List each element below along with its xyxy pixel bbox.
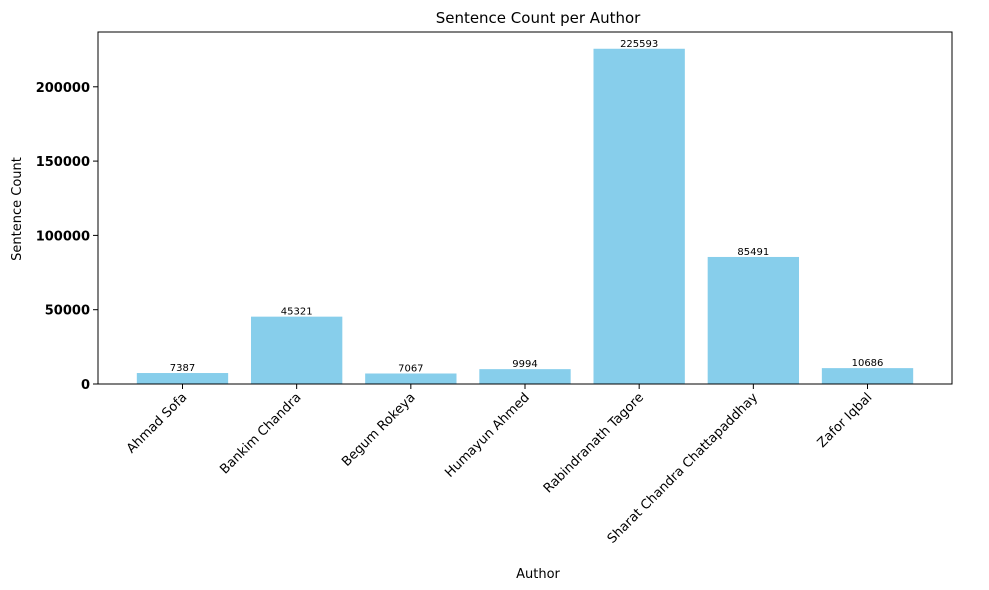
data-label-7: 10686	[852, 358, 884, 369]
bars-group	[136, 48, 914, 385]
y-tick-label-1: 0	[81, 378, 90, 393]
x-tick-label-1: Ahmad Sofa	[124, 390, 190, 456]
x-axis-label: Author	[516, 567, 560, 582]
data-labels-group: 7387 45321 7067 9994 225593 85491 10686	[170, 39, 884, 375]
data-label-3: 7067	[398, 363, 423, 374]
x-tick-label-5: Rabindranath Tagore	[541, 390, 647, 496]
y-tick-label-4: 150000	[36, 155, 90, 170]
bar-2	[250, 316, 343, 384]
bar-6	[707, 256, 800, 384]
x-tick-label-2: Bankim Chandra	[217, 390, 304, 477]
chart-title: Sentence Count per Author	[436, 9, 641, 27]
x-axis: Ahmad Sofa Bankim Chandra Begum Rokeya Huma…	[124, 384, 875, 547]
bar-7	[821, 368, 914, 384]
y-axis-label: Sentence Count	[10, 157, 25, 261]
y-tick-label-5: 200000	[36, 81, 90, 96]
y-axis: 0 50000 100000 150000 200000	[36, 81, 98, 393]
data-label-1: 7387	[170, 363, 195, 374]
bar-1	[136, 373, 229, 384]
x-tick-label-3: Begum Rokeya	[339, 390, 418, 469]
bar-3	[365, 373, 457, 384]
x-tick-label-7: Zafor Iqbal	[815, 390, 876, 451]
y-tick-label-2: 50000	[45, 304, 90, 319]
data-label-2: 45321	[281, 307, 313, 318]
bar-5	[593, 48, 685, 385]
x-tick-label-4: Humayun Ahmed	[442, 390, 533, 481]
y-tick-label-3: 100000	[36, 229, 90, 244]
plot-frame	[97, 31, 953, 385]
data-label-6: 85491	[737, 247, 769, 258]
bar-4	[479, 369, 571, 384]
data-label-5: 225593	[620, 39, 658, 50]
data-label-4: 9994	[512, 359, 537, 370]
